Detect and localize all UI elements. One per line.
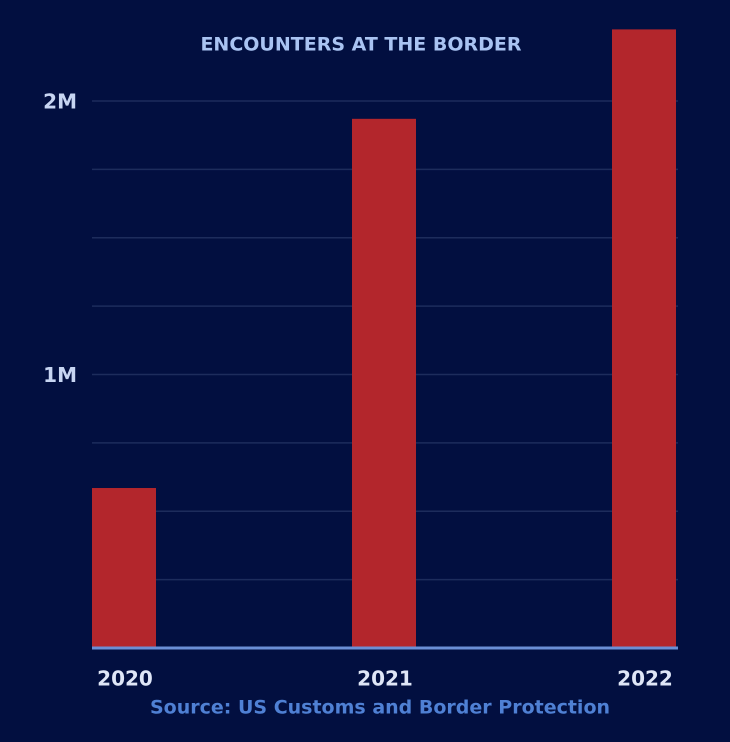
x-tick-label: 2021	[357, 667, 413, 691]
bar	[352, 118, 416, 648]
source: Source: US Customs and Border Protection	[150, 697, 610, 719]
bar	[92, 488, 156, 648]
x-tick-label: 2020	[97, 667, 153, 691]
bar	[612, 29, 676, 649]
chart-title: ENCOUNTERS AT THE BORDER	[200, 34, 521, 56]
x-tick-label: 2022	[617, 667, 673, 691]
y-tick-label: 2M	[43, 90, 77, 114]
y-tick-label: 1M	[43, 363, 77, 387]
